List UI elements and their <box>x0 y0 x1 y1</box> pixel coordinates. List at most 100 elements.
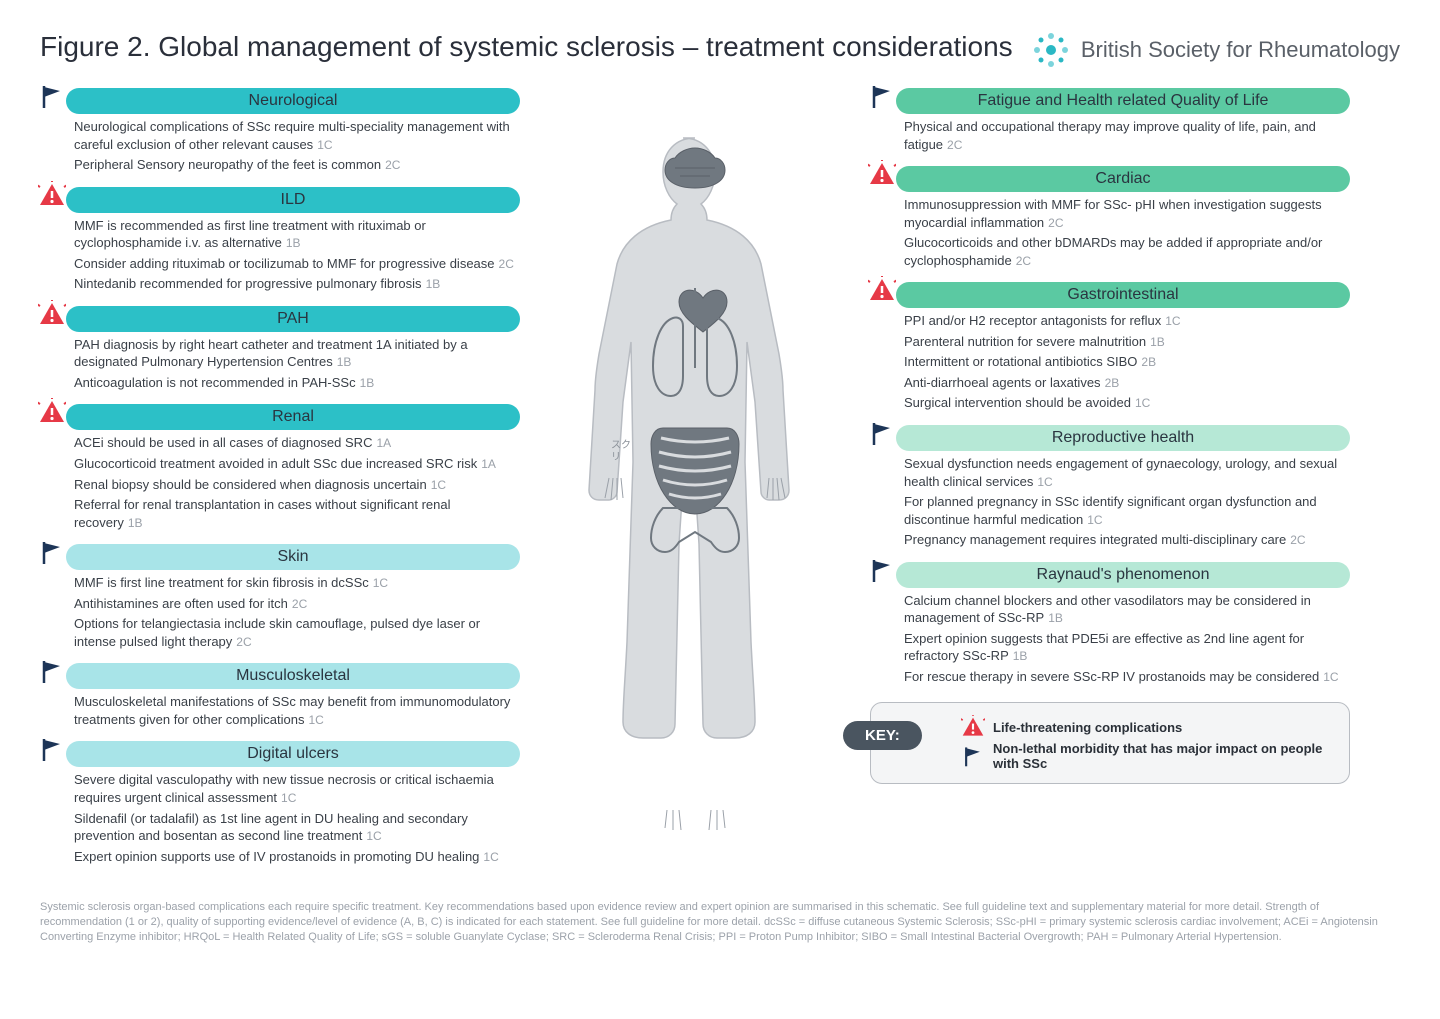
recommendation-item: Anti-diarrhoeal agents or laxatives2B <box>904 374 1344 392</box>
recommendation-item: Antihistamines are often used for itch2C <box>74 595 514 613</box>
right-column: Fatigue and Health related Quality of Li… <box>870 88 1350 878</box>
evidence-level: 1C <box>309 713 324 727</box>
evidence-level: 1C <box>1037 475 1052 489</box>
recommendation-item: Renal biopsy should be considered when d… <box>74 476 514 494</box>
section-ild: ILD MMF is recommended as first line tre… <box>40 187 520 298</box>
evidence-level: 1C <box>1323 670 1338 684</box>
recommendation-item: PAH diagnosis by right heart catheter an… <box>74 336 514 371</box>
svg-text:スク: スク <box>611 439 631 451</box>
evidence-level: 2C <box>1290 533 1305 547</box>
section-skin: Skin MMF is first line treatment for ski… <box>40 544 520 655</box>
recommendation-item: Consider adding rituximab or tocilizumab… <box>74 255 514 273</box>
recommendation-item: For rescue therapy in severe SSc-RP IV p… <box>904 668 1344 686</box>
section-body: Sexual dysfunction needs engagement of g… <box>870 451 1350 554</box>
warn-icon <box>38 398 66 426</box>
evidence-level: 2C <box>1016 254 1031 268</box>
footnote: Systemic sclerosis organ-based complicat… <box>40 892 1400 945</box>
section-musculoskeletal: Musculoskeletal Musculoskeletal manifest… <box>40 663 520 733</box>
evidence-level: 2C <box>292 597 307 611</box>
recommendation-item: Sexual dysfunction needs engagement of g… <box>904 455 1344 490</box>
flag-icon <box>38 82 66 110</box>
section-header: Musculoskeletal <box>66 663 520 689</box>
section-body: PPI and/or H2 receptor antagonists for r… <box>870 308 1350 417</box>
section-pah: PAH PAH diagnosis by right heart cathete… <box>40 306 520 397</box>
section-cardiac: Cardiac Immunosuppression with MMF for S… <box>870 166 1350 274</box>
evidence-level: 2C <box>236 635 251 649</box>
human-body-diagram: スク リ <box>555 128 835 848</box>
evidence-level: 1B <box>128 516 143 530</box>
warn-icon <box>868 276 896 304</box>
section-body: ACEi should be used in all cases of diag… <box>40 430 520 536</box>
evidence-level: 2C <box>1048 216 1063 230</box>
key-row-warn: Life-threatening complications <box>961 715 1335 739</box>
section-body: MMF is first line treatment for skin fib… <box>40 570 520 655</box>
section-fatigue-and-health-related-quality-of-life: Fatigue and Health related Quality of Li… <box>870 88 1350 158</box>
section-header: Skin <box>66 544 520 570</box>
recommendation-item: Musculoskeletal manifestations of SSc ma… <box>74 693 514 728</box>
logo-text: British Society for Rheumatology <box>1081 38 1400 62</box>
recommendation-item: Surgical intervention should be avoided1… <box>904 394 1344 412</box>
key-box: KEY: Life-threatening complications Non-… <box>870 702 1350 784</box>
evidence-level: 1A <box>481 457 496 471</box>
evidence-level: 2B <box>1105 376 1120 390</box>
recommendation-item: PPI and/or H2 receptor antagonists for r… <box>904 312 1344 330</box>
section-digital-ulcers: Digital ulcers Severe digital vasculopat… <box>40 741 520 870</box>
recommendation-item: Glucocorticoids and other bDMARDs may be… <box>904 234 1344 269</box>
flag-icon <box>961 744 985 768</box>
recommendation-item: Options for telangiectasia include skin … <box>74 615 514 650</box>
section-header: Renal <box>66 404 520 430</box>
recommendation-item: Nintedanib recommended for progressive p… <box>74 275 514 293</box>
recommendation-item: Referral for renal transplantation in ca… <box>74 496 514 531</box>
evidence-level: 1B <box>1013 649 1028 663</box>
left-column: Neurological Neurological complications … <box>40 88 520 878</box>
section-header: Gastrointestinal <box>896 282 1350 308</box>
evidence-level: 1C <box>431 478 446 492</box>
section-body: Severe digital vasculopathy with new tis… <box>40 767 520 870</box>
logo-icon <box>1031 30 1071 70</box>
recommendation-item: Physical and occupational therapy may im… <box>904 118 1344 153</box>
logo: British Society for Rheumatology <box>1031 30 1400 70</box>
section-renal: Renal ACEi should be used in all cases o… <box>40 404 520 536</box>
recommendation-item: MMF is first line treatment for skin fib… <box>74 574 514 592</box>
header: Figure 2. Global management of systemic … <box>40 30 1400 70</box>
evidence-level: 1C <box>483 850 498 864</box>
section-header: ILD <box>66 187 520 213</box>
section-body: MMF is recommended as first line treatme… <box>40 213 520 298</box>
warn-icon <box>868 160 896 188</box>
evidence-level: 1C <box>366 829 381 843</box>
svg-text:リ: リ <box>611 452 621 463</box>
section-header: Raynaud's phenomenon <box>896 562 1350 588</box>
evidence-level: 1B <box>360 376 375 390</box>
evidence-level: 1C <box>1135 396 1150 410</box>
center-column: スク リ <box>530 88 860 878</box>
recommendation-item: Neurological complications of SSc requir… <box>74 118 514 153</box>
recommendation-item: Peripheral Sensory neuropathy of the fee… <box>74 156 514 174</box>
section-reproductive-health: Reproductive health Sexual dysfunction n… <box>870 425 1350 554</box>
recommendation-item: Calcium channel blockers and other vasod… <box>904 592 1344 627</box>
flag-icon <box>868 82 896 110</box>
evidence-level: 1C <box>1165 314 1180 328</box>
flag-icon <box>868 419 896 447</box>
flag-icon <box>38 538 66 566</box>
recommendation-item: Pregnancy management requires integrated… <box>904 531 1344 549</box>
evidence-level: 1B <box>426 277 441 291</box>
evidence-level: 1C <box>317 138 332 152</box>
flag-icon <box>38 657 66 685</box>
evidence-level: 1B <box>1150 335 1165 349</box>
recommendation-item: Expert opinion supports use of IV prosta… <box>74 848 514 866</box>
section-header: Fatigue and Health related Quality of Li… <box>896 88 1350 114</box>
evidence-level: 1A <box>376 436 391 450</box>
section-neurological: Neurological Neurological complications … <box>40 88 520 179</box>
evidence-level: 1B <box>286 236 301 250</box>
section-body: PAH diagnosis by right heart catheter an… <box>40 332 520 397</box>
recommendation-item: Glucocorticoid treatment avoided in adul… <box>74 455 514 473</box>
section-header: PAH <box>66 306 520 332</box>
recommendation-item: Anticoagulation is not recommended in PA… <box>74 374 514 392</box>
warn-icon <box>38 300 66 328</box>
key-label: KEY: <box>843 721 922 750</box>
recommendation-item: For planned pregnancy in SSc identify si… <box>904 493 1344 528</box>
evidence-level: 2C <box>947 138 962 152</box>
section-raynaud-s-phenomenon: Raynaud's phenomenon Calcium channel blo… <box>870 562 1350 691</box>
evidence-level: 1C <box>373 576 388 590</box>
evidence-level: 1B <box>337 355 352 369</box>
